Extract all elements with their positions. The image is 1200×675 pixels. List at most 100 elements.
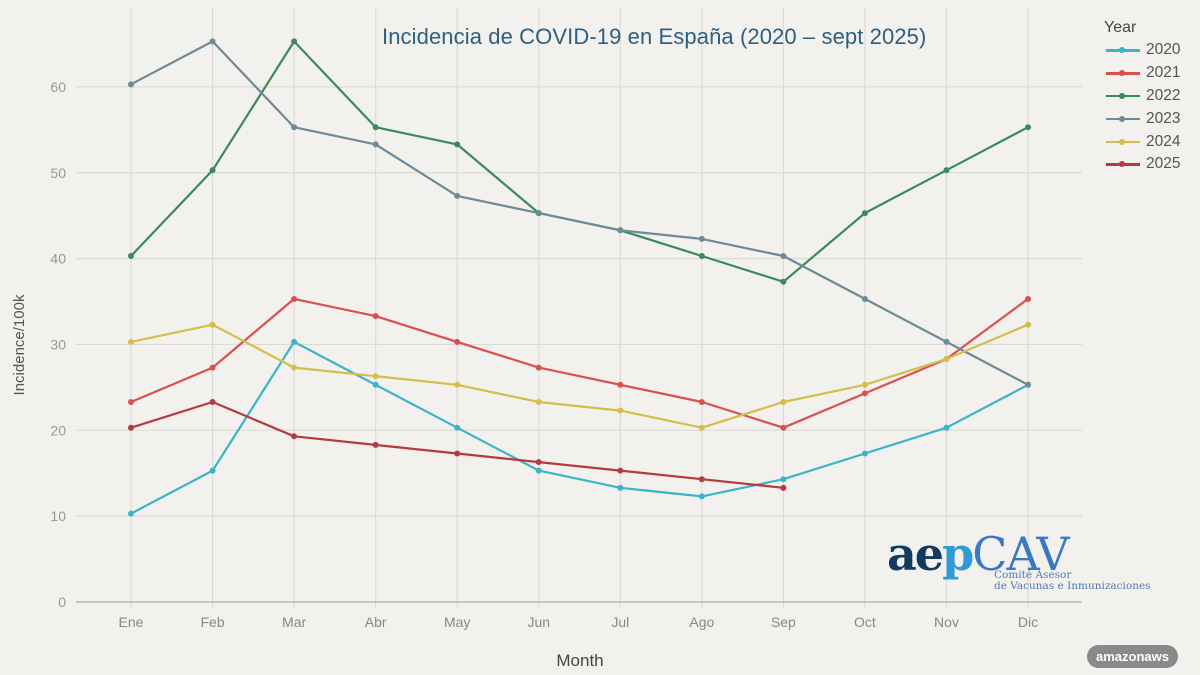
data-point-2024-Jul xyxy=(617,407,624,414)
data-point-2022-Sep xyxy=(780,278,787,285)
chart-title: Incidencia de COVID-19 en España (2020 –… xyxy=(382,24,927,49)
data-point-2020-Sep xyxy=(780,476,787,483)
series-line-2022 xyxy=(130,40,1029,283)
data-point-2021-Sep xyxy=(780,424,787,431)
x-tick-label: May xyxy=(444,614,470,630)
data-point-2025-May xyxy=(454,450,461,457)
y-tick-label: 50 xyxy=(50,165,66,181)
data-point-2024-Dic xyxy=(1025,321,1032,328)
legend-label: 2023 xyxy=(1146,109,1181,127)
series-2022 xyxy=(128,38,1032,285)
legend-swatch-icon xyxy=(1106,91,1140,101)
data-point-2023-May xyxy=(454,192,461,199)
data-point-2021-Dic xyxy=(1025,295,1032,302)
x-axis-label: Month xyxy=(556,651,603,670)
data-point-2021-Jun xyxy=(535,364,542,371)
data-point-2023-Nov xyxy=(943,338,950,345)
data-point-2025-Abr xyxy=(372,441,379,448)
y-tick-label: 0 xyxy=(58,594,66,610)
data-point-2024-Ene xyxy=(128,338,134,345)
x-tick-label: Ago xyxy=(689,614,714,630)
data-point-2022-Abr xyxy=(372,124,379,131)
data-point-2020-Feb xyxy=(209,467,216,474)
data-point-2021-Oct xyxy=(861,390,868,397)
legend-label: 2021 xyxy=(1146,64,1181,82)
data-point-2020-Nov xyxy=(943,424,950,431)
y-axis-label: Incidence/100k xyxy=(11,294,28,395)
legend-label: 2020 xyxy=(1146,41,1181,59)
data-point-2022-Mar xyxy=(291,38,298,45)
logo-cav: CAV xyxy=(972,527,1069,581)
data-point-2021-Ene xyxy=(128,398,134,405)
y-tick-label: 40 xyxy=(50,251,66,267)
legend-item-2022: 2022 xyxy=(1104,85,1180,108)
y-tick-label: 20 xyxy=(50,422,66,438)
legend-label: 2024 xyxy=(1146,132,1181,150)
x-tick-label: Mar xyxy=(282,614,306,630)
logo-ae: ae xyxy=(887,527,944,581)
legend-item-2025: 2025 xyxy=(1104,153,1180,176)
series-2021 xyxy=(128,295,1032,431)
legend-swatch-icon xyxy=(1106,68,1140,78)
data-point-2021-May xyxy=(454,338,461,345)
data-point-2020-Jun xyxy=(535,467,542,474)
data-point-2022-Dic xyxy=(1025,124,1032,131)
data-point-2022-May xyxy=(454,141,461,148)
grid xyxy=(76,8,1082,608)
series-line-2020 xyxy=(130,340,1029,515)
legend-item-2023: 2023 xyxy=(1104,107,1180,130)
series-line-2024 xyxy=(130,323,1029,429)
data-point-2023-Abr xyxy=(372,141,379,148)
x-tick-label: Nov xyxy=(934,614,959,630)
series-2024 xyxy=(128,321,1032,431)
legend-label: 2025 xyxy=(1146,155,1181,173)
logo-p: p xyxy=(942,527,974,581)
x-tick-label: Sep xyxy=(771,614,796,630)
legend-swatch-icon xyxy=(1106,114,1140,124)
data-point-2023-Jun xyxy=(535,210,542,217)
legend-title: Year xyxy=(1104,19,1137,36)
aepcav-logo: aepCAV Comité Asesor de Vacunas e Inmuni… xyxy=(887,531,1151,592)
data-point-2025-Ene xyxy=(128,424,134,431)
data-point-2023-Ene xyxy=(128,81,134,88)
data-point-2022-Ago xyxy=(698,253,705,260)
data-point-2025-Feb xyxy=(209,398,216,405)
data-point-2020-Mar xyxy=(291,338,298,345)
data-point-2024-Oct xyxy=(861,381,868,388)
data-point-2025-Ago xyxy=(698,476,705,483)
data-point-2024-Ago xyxy=(698,424,705,431)
x-tick-label: Abr xyxy=(365,614,387,630)
legend: Year 2020 2021 2022 2023 2024 2025 xyxy=(1104,19,1180,176)
data-point-2020-May xyxy=(454,424,461,431)
data-point-2021-Abr xyxy=(372,313,379,320)
y-tick-label: 60 xyxy=(50,79,66,95)
data-point-2025-Mar xyxy=(291,433,298,440)
data-point-2025-Sep xyxy=(780,484,787,491)
logo-subtitle: Comité Asesor de Vacunas e Inmunizacione… xyxy=(994,570,1151,592)
legend-swatch-icon xyxy=(1106,159,1140,169)
x-tick-label: Oct xyxy=(854,614,876,630)
legend-item-2020: 2020 xyxy=(1104,39,1180,62)
x-tick-label: Jun xyxy=(527,614,550,630)
y-tick-label: 10 xyxy=(50,508,66,524)
data-point-2021-Mar xyxy=(291,295,298,302)
y-tick-label: 30 xyxy=(50,336,66,352)
data-point-2024-Feb xyxy=(209,321,216,328)
data-point-2024-May xyxy=(454,381,461,388)
legend-swatch-icon xyxy=(1106,137,1140,147)
y-axis-ticks: 0 10 20 30 40 50 60 xyxy=(50,79,66,610)
legend-swatch-icon xyxy=(1106,45,1140,55)
data-point-2020-Jul xyxy=(617,484,624,491)
logo-subtitle-line1: Comité Asesor xyxy=(994,569,1072,581)
x-tick-label: Feb xyxy=(200,614,224,630)
series-2023 xyxy=(128,38,1032,388)
data-point-2025-Jul xyxy=(617,467,624,474)
data-point-2023-Oct xyxy=(861,295,868,302)
data-point-2025-Jun xyxy=(535,459,542,466)
logo-wordmark: aepCAV xyxy=(887,531,1070,577)
data-point-2022-Ene xyxy=(128,253,134,260)
data-point-2023-Dic xyxy=(1025,381,1032,388)
source-badge: amazonaws xyxy=(1087,645,1178,668)
data-point-2020-Abr xyxy=(372,381,379,388)
data-point-2020-Oct xyxy=(861,450,868,457)
